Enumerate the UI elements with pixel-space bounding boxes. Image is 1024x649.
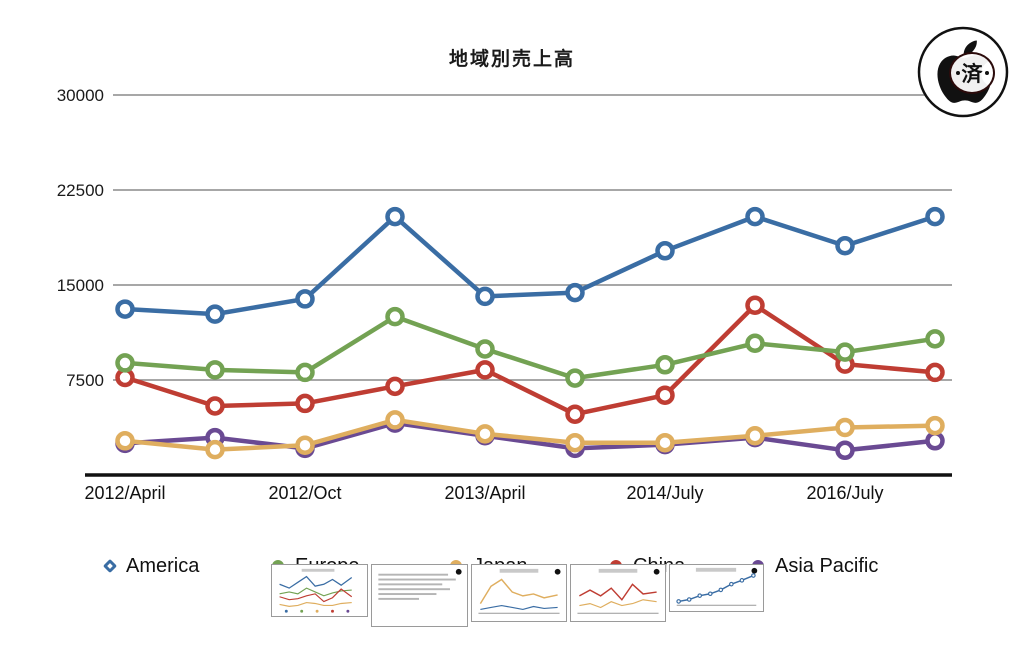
data-point-marker xyxy=(655,241,675,261)
data-point-marker xyxy=(385,376,405,397)
data-point-marker xyxy=(745,333,765,354)
data-point-marker xyxy=(745,295,765,316)
legend-label: America xyxy=(126,554,200,577)
data-point-marker xyxy=(295,362,315,383)
x-tick-label: 2014/July xyxy=(626,483,703,503)
data-point-marker xyxy=(205,360,225,380)
data-point-marker xyxy=(115,431,135,451)
data-point-marker xyxy=(835,440,855,461)
done-stamp-badge: 済 xyxy=(949,52,995,94)
data-point-marker xyxy=(925,329,945,349)
note-thumbnail-2[interactable] xyxy=(371,564,468,627)
chart-thumbnail-4[interactable] xyxy=(570,564,666,622)
apple-done-stamp: 済 xyxy=(916,25,1010,119)
data-point-marker xyxy=(565,282,585,303)
y-tick-label: 15000 xyxy=(57,276,104,295)
data-point-marker xyxy=(115,353,135,373)
data-point-marker xyxy=(205,396,225,416)
data-point-marker xyxy=(295,435,315,455)
attachment-thumbnails xyxy=(271,564,764,627)
data-point-marker xyxy=(565,432,585,453)
x-tick-label: 2012/April xyxy=(84,483,165,503)
chart-title: 地域別売上高 xyxy=(448,49,575,70)
data-point-marker xyxy=(205,304,225,324)
data-point-marker xyxy=(295,393,315,414)
data-point-marker xyxy=(655,432,675,453)
data-point-marker xyxy=(295,289,315,309)
legend-label: Asia Pacific xyxy=(775,554,879,577)
data-point-marker xyxy=(475,286,495,307)
data-point-marker xyxy=(475,339,495,359)
series-line-japan xyxy=(122,417,938,452)
data-point-marker xyxy=(835,235,855,256)
data-point-marker xyxy=(565,404,585,424)
legend-item-america: America xyxy=(102,553,200,579)
series-line-europe xyxy=(122,314,938,381)
data-point-marker xyxy=(475,424,495,444)
data-point-marker xyxy=(745,206,765,227)
data-point-marker xyxy=(115,299,135,319)
data-point-marker xyxy=(655,385,675,405)
data-point-marker xyxy=(385,206,405,227)
america-marker-icon xyxy=(102,558,118,574)
x-tick-label: 2016/July xyxy=(806,483,883,503)
y-tick-label: 7500 xyxy=(66,371,104,390)
data-point-marker xyxy=(835,417,855,438)
chart-thumbnail-5[interactable] xyxy=(669,564,764,612)
data-point-marker xyxy=(385,410,405,430)
y-tick-label: 30000 xyxy=(57,86,104,105)
series-line-china xyxy=(122,303,938,417)
data-point-marker xyxy=(835,342,855,362)
data-point-marker xyxy=(205,439,225,460)
data-point-marker xyxy=(475,360,495,380)
series-line-asia-pacific xyxy=(122,420,938,453)
y-tick-label: 22500 xyxy=(57,181,104,200)
series-line-america xyxy=(122,214,938,317)
chart-thumbnail-3[interactable] xyxy=(471,564,567,622)
data-point-marker xyxy=(925,431,945,451)
data-point-marker xyxy=(925,415,945,436)
legend-item-asia-pacific: Asia Pacific xyxy=(752,553,878,579)
data-point-marker xyxy=(745,425,765,446)
data-point-marker xyxy=(925,362,945,383)
x-tick-label: 2012/Oct xyxy=(268,483,341,503)
data-point-marker xyxy=(925,206,945,227)
data-point-marker xyxy=(655,355,675,375)
done-stamp-label: 済 xyxy=(961,63,983,86)
chart-thumbnail-1[interactable] xyxy=(271,564,368,617)
data-point-marker xyxy=(385,306,405,327)
x-tick-label: 2013/April xyxy=(444,483,525,503)
data-point-marker xyxy=(565,368,585,388)
